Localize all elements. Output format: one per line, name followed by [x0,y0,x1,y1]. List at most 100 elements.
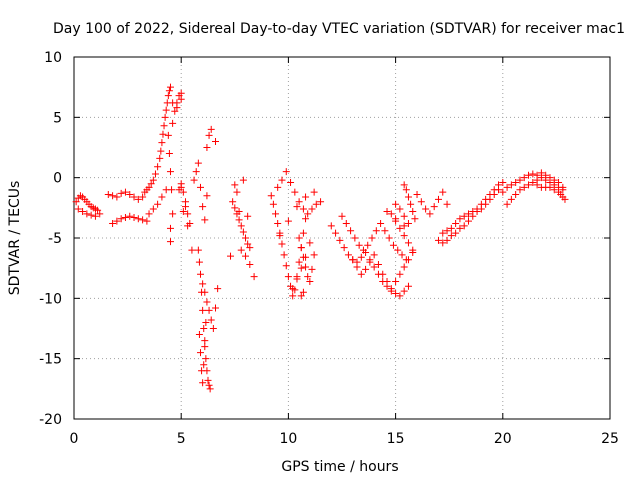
data-point [87,211,95,219]
data-point [130,193,138,201]
data-point [209,325,217,332]
data-point [297,244,305,252]
y-tick-label: 10 [44,50,62,66]
data-point [289,285,297,293]
data-point [165,150,173,158]
data-point [158,193,166,201]
data-point [297,292,305,300]
data-point [173,104,181,112]
data-point [201,216,209,224]
data-point [117,215,125,223]
data-point [370,251,378,259]
data-point [396,292,404,300]
data-point [126,212,134,220]
data-point [117,189,125,197]
data-point [516,176,524,184]
data-point [201,343,209,351]
data-point [342,220,350,228]
data-point [512,191,520,199]
data-point [364,241,372,249]
data-point [306,239,314,247]
data-point [439,239,447,247]
data-point [542,176,550,184]
data-point [205,131,213,139]
y-tick-label: 0 [53,171,62,187]
data-point [91,212,99,220]
data-point [166,168,174,176]
y-tick-label: -5 [48,231,62,247]
data-point [404,282,412,290]
data-point [207,125,215,133]
data-point [171,107,179,115]
data-point [383,207,391,215]
data-point [374,261,382,269]
data-point [284,273,292,281]
data-point [561,195,569,203]
data-point [83,210,91,218]
data-point [385,234,393,242]
data-point [312,200,320,208]
data-point [490,186,498,194]
data-point [194,246,202,254]
data-point [199,203,207,211]
data-point [169,210,177,218]
data-point [188,246,196,254]
data-point [134,195,142,203]
data-point [287,178,295,186]
data-point [134,215,142,223]
data-point [396,224,404,232]
data-point [392,200,400,208]
data-point [499,188,507,196]
data-point [473,205,481,213]
data-point [381,227,389,235]
data-point [430,203,438,211]
data-point [195,331,203,339]
data-point [74,205,82,213]
data-point [284,217,292,225]
data-point [347,227,355,235]
data-point [295,234,303,242]
data-point [126,191,134,199]
data-point [529,170,537,178]
data-point [546,183,554,191]
data-point [121,213,129,221]
data-point [456,215,464,223]
x-axis-label: GPS time / hours [281,459,398,475]
data-point [202,318,210,326]
data-point [520,183,528,191]
data-point [169,99,177,107]
data-point [179,188,187,196]
data-point [244,240,252,248]
data-point [168,186,176,194]
data-point [194,159,202,167]
data-point [366,258,374,266]
data-point [396,205,404,213]
data-point [212,137,220,145]
data-point [175,186,183,194]
data-point [529,178,537,186]
data-point [161,113,169,121]
data-point [302,193,310,201]
data-point [407,200,415,208]
data-point [72,198,80,206]
data-point [143,217,151,225]
data-point [235,207,243,215]
data-point [357,270,365,278]
data-point [206,385,214,393]
data-point [396,270,404,278]
axis-ticks [73,56,611,420]
data-point [278,240,286,248]
data-point [452,220,460,228]
data-point [525,171,533,179]
data-point [149,205,157,213]
data-point [411,215,419,223]
data-point [417,198,425,206]
y-tick-label: 5 [53,110,62,126]
data-point [336,236,344,244]
data-point [310,188,318,196]
data-point [242,234,250,242]
data-point [460,212,468,220]
data-point [400,222,408,230]
data-point [160,122,168,130]
data-point [79,207,87,215]
